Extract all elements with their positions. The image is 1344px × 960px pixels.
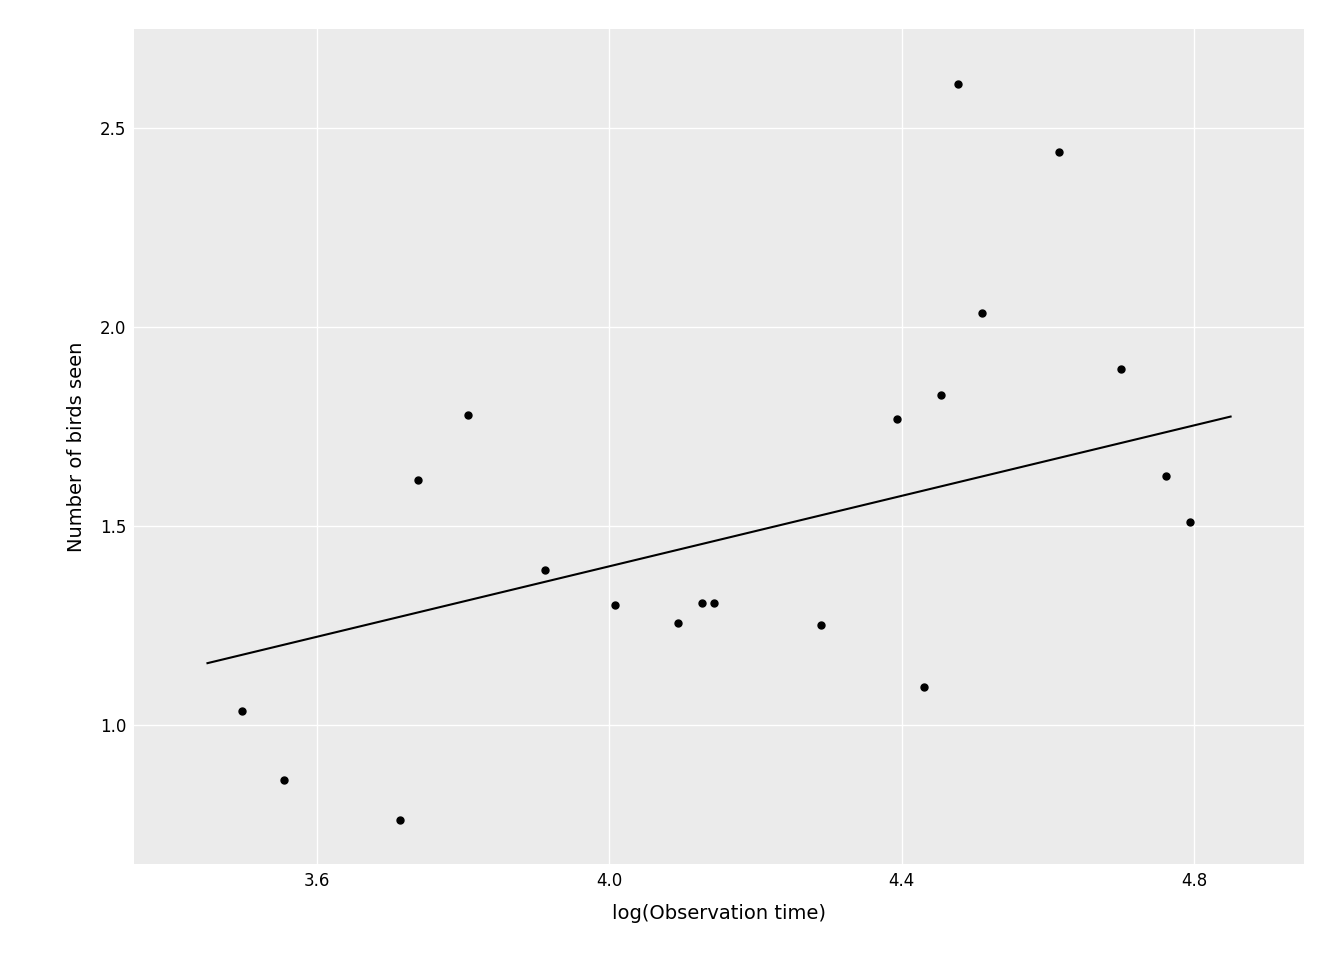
Point (913, 680, 934, 695)
Point (535, 562, 556, 577)
Point (703, 596, 724, 612)
Y-axis label: Number of birds seen: Number of birds seen (67, 341, 86, 552)
Point (1156, 468, 1177, 484)
X-axis label: log(Observation time): log(Observation time) (612, 904, 827, 924)
Point (1048, 144, 1070, 159)
Point (457, 407, 478, 422)
Point (972, 305, 993, 321)
Point (887, 411, 909, 426)
Point (668, 615, 689, 631)
Point (810, 617, 832, 633)
Point (1110, 361, 1132, 376)
Point (407, 472, 429, 488)
Point (930, 387, 952, 402)
Point (948, 77, 969, 92)
Point (390, 812, 411, 828)
Point (273, 773, 294, 788)
Point (1180, 515, 1202, 530)
Point (691, 596, 712, 612)
Point (231, 704, 253, 719)
Point (603, 598, 625, 613)
